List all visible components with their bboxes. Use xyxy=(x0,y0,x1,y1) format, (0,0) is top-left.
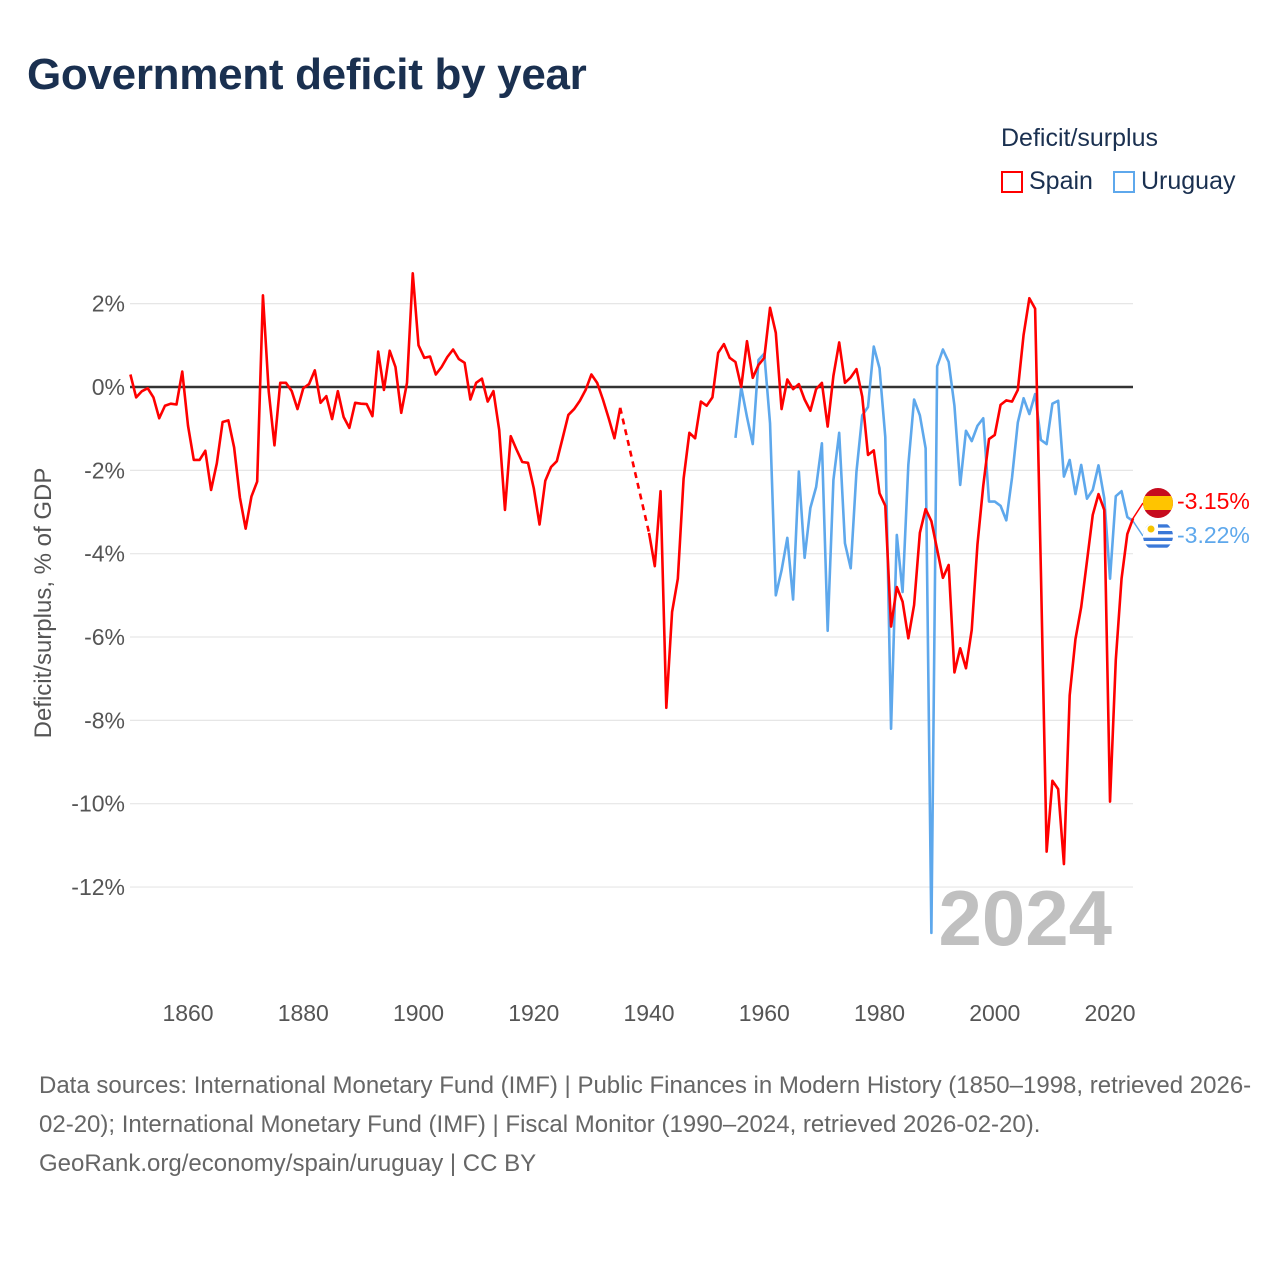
x-tick-label: 1980 xyxy=(854,1000,905,1026)
spain-series-line xyxy=(647,296,1135,866)
footer: Data sources: International Monetary Fun… xyxy=(39,1066,1254,1183)
credit-link[interactable]: GeoRank.org/economy/spain/uruguay | CC B… xyxy=(39,1150,537,1177)
spain-end-label: -3.15% xyxy=(1177,488,1250,514)
spain-end-connector xyxy=(1132,502,1144,519)
x-tick-label: 1920 xyxy=(508,1000,559,1026)
x-axis-ticks: 1860 1880 1900 1920 1940 1960 1980 2000 2020 xyxy=(162,1000,1135,1026)
data-sources: Data sources: International Monetary Fun… xyxy=(39,1072,1252,1138)
y-tick-label: -12% xyxy=(71,874,125,900)
uruguay-end-connector xyxy=(1132,520,1144,537)
y-tick-label: -8% xyxy=(84,707,125,733)
x-tick-label: 2020 xyxy=(1084,1000,1135,1026)
legend-label-spain: Spain xyxy=(1029,167,1093,195)
x-tick-label: 1880 xyxy=(278,1000,329,1026)
y-tick-label: -4% xyxy=(84,541,125,567)
y-tick-label: -6% xyxy=(84,624,125,650)
y-axis-label: Deficit/surplus, % of GDP xyxy=(30,468,57,739)
x-tick-label: 1960 xyxy=(739,1000,790,1026)
legend-title: Deficit/surplus xyxy=(1001,124,1158,152)
chart-title: Government deficit by year xyxy=(27,50,587,99)
y-tick-label: 0% xyxy=(92,374,125,400)
legend-label-uruguay: Uruguay xyxy=(1141,167,1236,195)
y-tick-label: -10% xyxy=(71,791,125,817)
spain-series-line xyxy=(129,271,622,530)
x-tick-label: 1900 xyxy=(393,1000,444,1026)
y-tick-label: 2% xyxy=(92,291,125,317)
y-tick-label: -2% xyxy=(84,457,125,483)
y-axis-ticks: 2% 0% -2% -4% -6% -8% -10% -12% xyxy=(71,291,125,900)
uruguay-end-label: -3.22% xyxy=(1177,522,1250,548)
legend-swatch-spain xyxy=(1001,170,1023,193)
uruguay-series-line xyxy=(734,345,1134,935)
legend-item-uruguay[interactable]: Uruguay xyxy=(1113,167,1236,196)
gridlines xyxy=(130,303,1133,888)
uruguay-flag-icon xyxy=(1143,521,1173,551)
x-tick-label: 1940 xyxy=(623,1000,674,1026)
spain-flag-icon xyxy=(1143,488,1173,518)
legend-item-spain[interactable]: Spain xyxy=(1001,167,1093,196)
year-watermark: 2024 xyxy=(938,874,1112,962)
legend-swatch-uruguay xyxy=(1113,170,1135,193)
x-tick-label: 1860 xyxy=(162,1000,213,1026)
x-tick-label: 2000 xyxy=(969,1000,1020,1026)
